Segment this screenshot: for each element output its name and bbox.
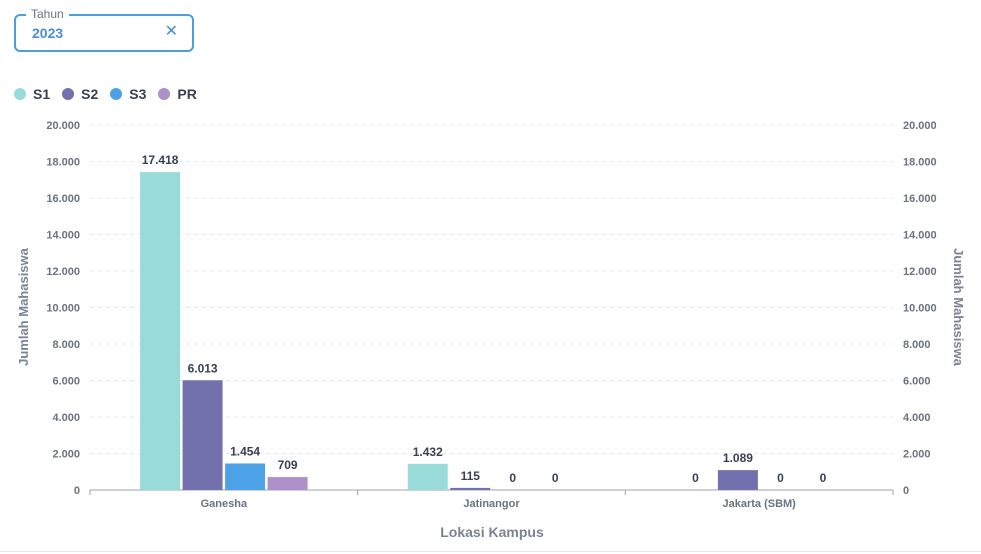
y-tick-label-right: 20.000: [903, 120, 937, 132]
year-filter-label: Tahun: [26, 7, 69, 21]
close-icon[interactable]: ✕: [164, 23, 178, 40]
x-axis-title: Lokasi Kampus: [440, 524, 544, 540]
bar-s2: [450, 487, 491, 490]
y-tick-label-right: 8.000: [903, 339, 931, 351]
legend-dot-s1: [14, 88, 26, 100]
y-tick-label-right: 10.000: [903, 303, 937, 315]
legend-label-s2: S2: [81, 86, 99, 102]
y-tick-label-left: 2.000: [52, 449, 80, 461]
data-label: 6.013: [188, 361, 218, 375]
y-tick-label-right: 2.000: [903, 449, 931, 461]
bar-s1: [140, 172, 181, 490]
y-tick-label-left: 8.000: [52, 339, 80, 351]
x-tick-label: Jakarta (SBM): [722, 498, 796, 510]
bar-s2: [717, 470, 758, 490]
data-label: 709: [278, 458, 298, 472]
y-tick-label-left: 0: [74, 485, 80, 497]
data-label: 115: [461, 469, 481, 483]
data-label: 1.454: [230, 444, 260, 458]
y-tick-label-left: 10.000: [46, 303, 80, 315]
y-axis-title-right: Jumlah Mahasiswa: [951, 248, 966, 367]
y-tick-label-left: 20.000: [46, 120, 80, 132]
legend-dot-s2: [62, 88, 75, 100]
y-tick-label-right: 0: [903, 485, 909, 497]
y-tick-label-right: 18.000: [903, 157, 937, 169]
bar-s2: [182, 380, 223, 490]
bottom-divider: [0, 551, 981, 552]
legend-label-s1: S1: [33, 86, 51, 102]
x-tick-label: Jatinangor: [463, 498, 520, 510]
y-tick-label-right: 4.000: [903, 412, 931, 424]
y-tick-label-left: 4.000: [52, 412, 80, 424]
y-tick-label-left: 16.000: [46, 193, 80, 205]
y-tick-label-right: 12.000: [903, 266, 937, 278]
data-label: 0: [692, 471, 699, 485]
bar-s1: [407, 463, 448, 490]
y-tick-label-right: 6.000: [903, 376, 931, 388]
bar-s3: [225, 463, 266, 490]
data-label: 17.418: [142, 153, 179, 167]
chart-legend: S1 S2 S3 PR: [14, 86, 197, 102]
y-tick-label-left: 18.000: [46, 157, 80, 169]
legend-dot-pr: [158, 88, 171, 100]
year-filter-value[interactable]: 2023: [32, 25, 64, 41]
legend-label-s3: S3: [129, 86, 147, 102]
year-filter[interactable]: Tahun 2023 ✕: [14, 7, 194, 52]
legend-label-pr: PR: [177, 86, 197, 102]
y-tick-label-right: 14.000: [903, 230, 937, 242]
x-tick-label: Ganesha: [201, 498, 248, 510]
legend-item-s3[interactable]: S3: [110, 86, 146, 102]
data-label: 0: [552, 471, 559, 485]
y-axis-title-left: Jumlah Mahasiswa: [16, 247, 31, 366]
data-label: 1.432: [413, 445, 443, 459]
y-tick-label-left: 12.000: [46, 266, 80, 278]
legend-item-s2[interactable]: S2: [62, 86, 98, 102]
data-label: 0: [820, 471, 827, 485]
data-label: 0: [777, 471, 784, 485]
y-tick-label-left: 14.000: [46, 230, 80, 242]
legend-item-pr[interactable]: PR: [158, 86, 197, 102]
data-label: 1.089: [723, 451, 753, 465]
y-tick-label-right: 16.000: [903, 193, 937, 205]
legend-dot-s3: [110, 88, 123, 100]
data-label: 0: [509, 471, 516, 485]
y-tick-label-left: 6.000: [52, 376, 80, 388]
legend-item-s1[interactable]: S1: [14, 86, 50, 102]
bar-pr: [267, 477, 308, 490]
